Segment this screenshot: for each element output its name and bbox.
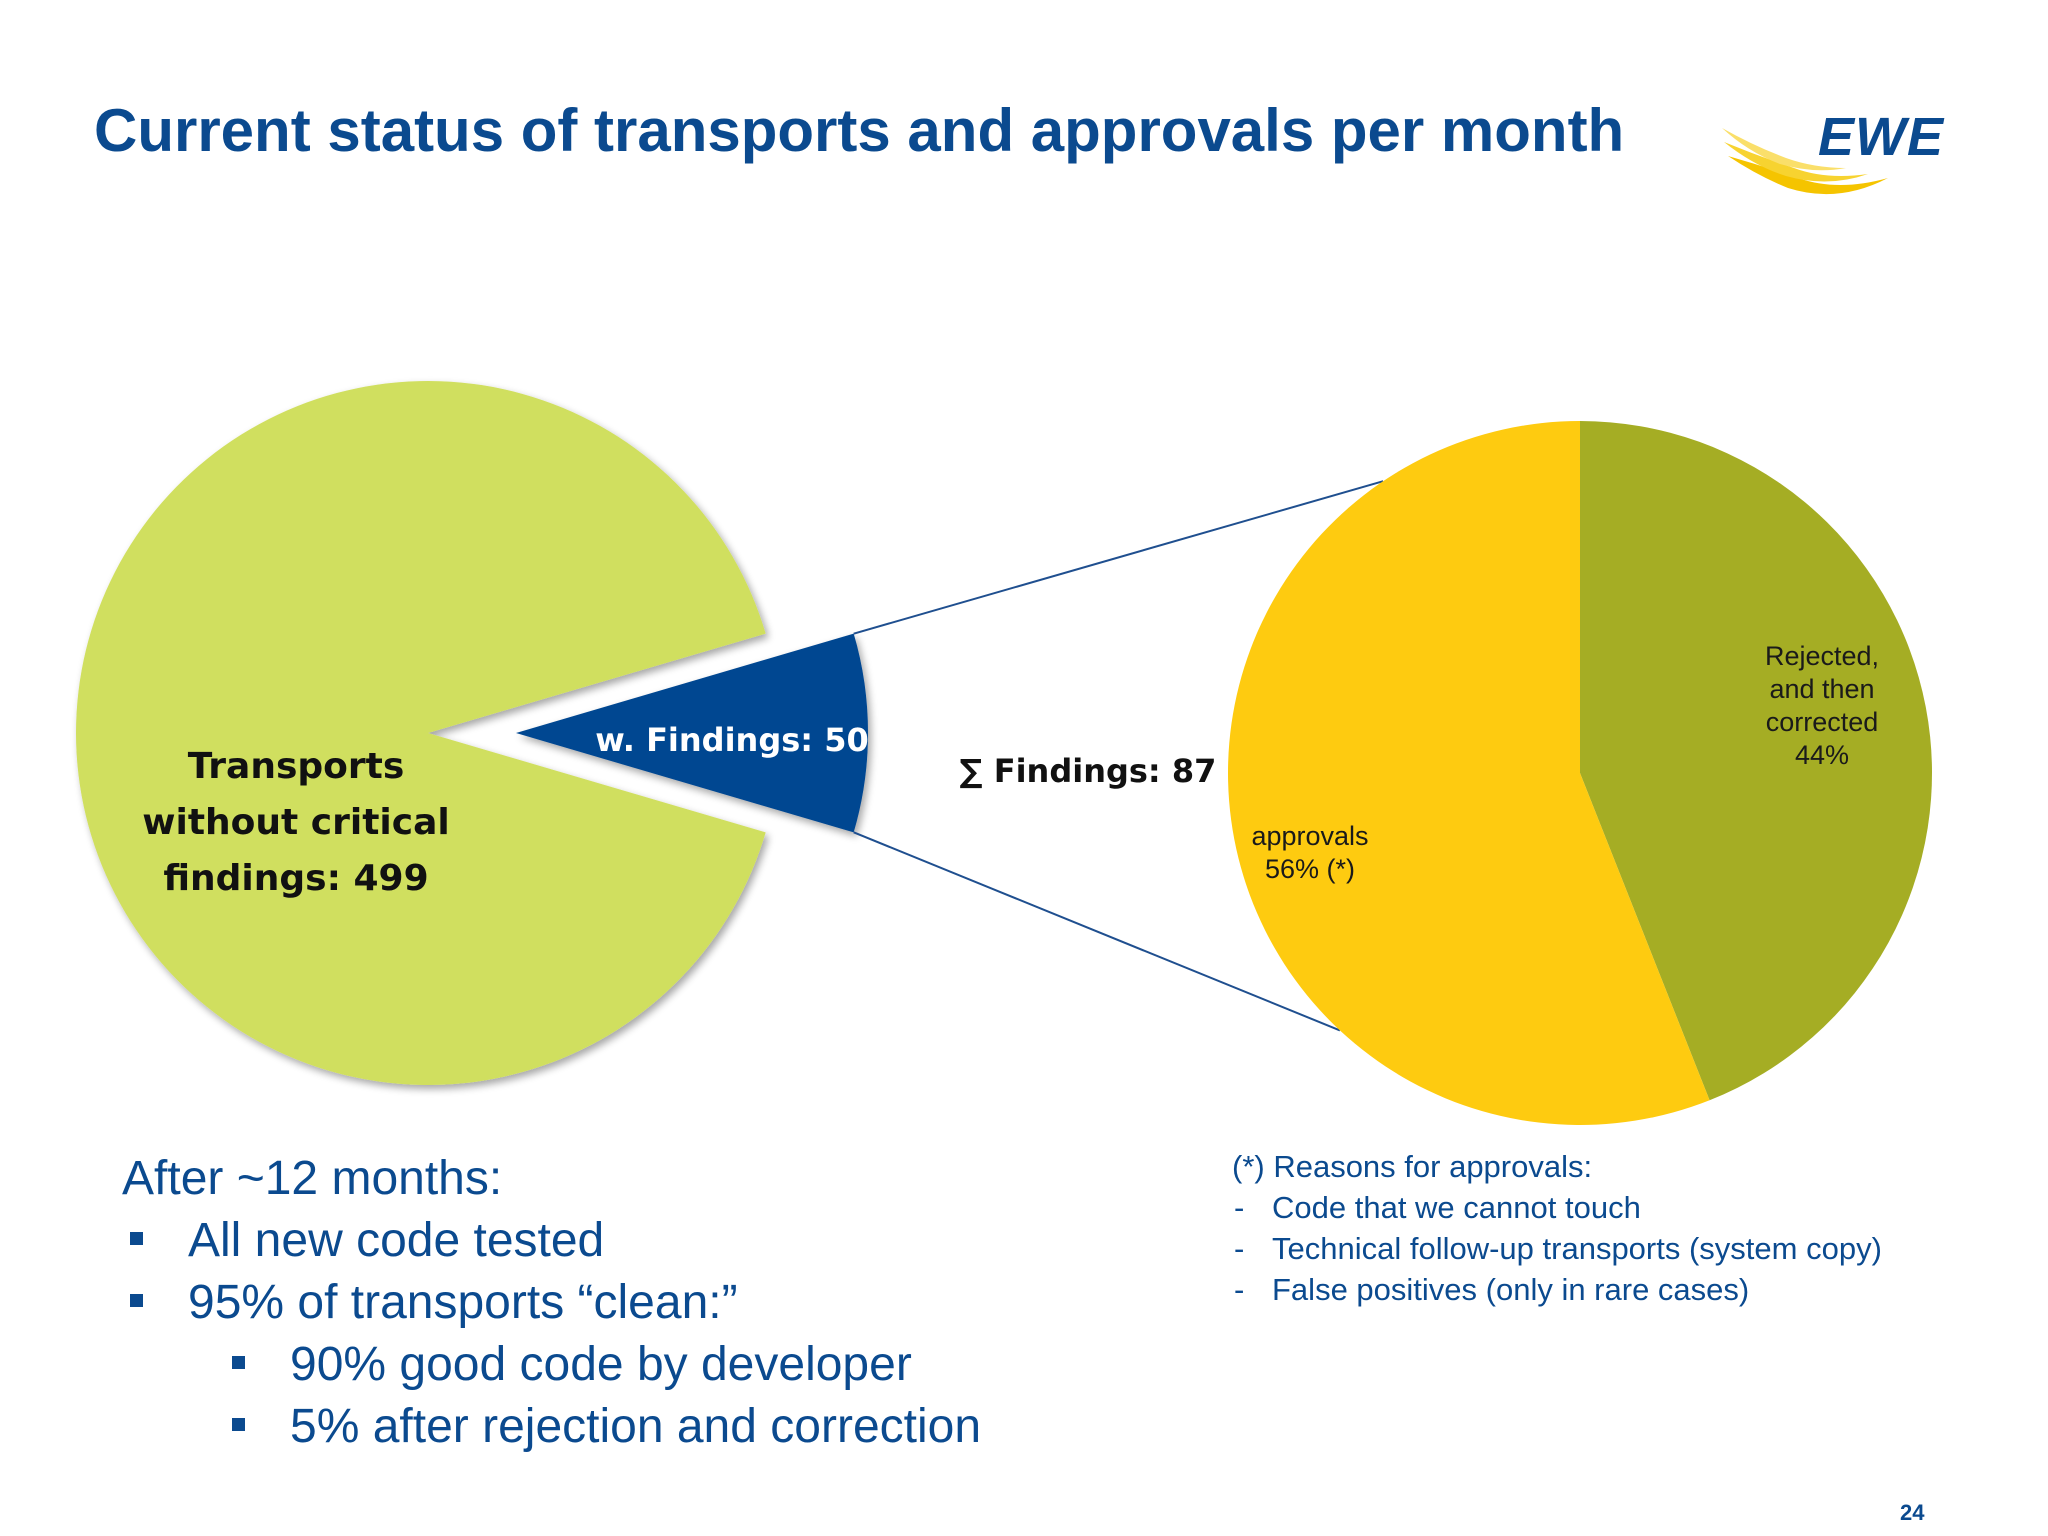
pie-label-with-findings: w. Findings: 50	[595, 721, 869, 759]
notes-item: Technical follow-up transports (system c…	[1232, 1228, 1882, 1269]
connector-line-top	[853, 480, 1384, 635]
summary-heading: After ~12 months:	[122, 1152, 503, 1205]
slide-title: Current status of transports and approva…	[94, 97, 1625, 164]
swoosh-icon	[1722, 128, 1888, 195]
summary-sub-bullet: 5% after rejection and correction	[224, 1396, 981, 1458]
page-number: 24	[1900, 1500, 1925, 1525]
pie-slice-approvals	[1228, 421, 1710, 1125]
notes-heading: (*) Reasons for approvals:	[1232, 1149, 1593, 1184]
summary-block: After ~12 months: All new code tested 95…	[122, 1148, 981, 1458]
approval-reasons: (*) Reasons for approvals: Code that we …	[1232, 1146, 1882, 1310]
pie-label-no-findings: Transports without critical findings: 499	[142, 746, 450, 899]
ewe-logo: EWE	[1718, 96, 1950, 196]
pie-slice-with-findings	[516, 633, 869, 833]
connector-line-bottom	[853, 831, 1341, 1032]
pie-slice-rejected-corrected	[1580, 421, 1933, 1101]
findings-total-label: ∑ Findings: 87	[960, 752, 1217, 790]
notes-list: Code that we cannot touch Technical foll…	[1232, 1187, 1882, 1310]
summary-bullet: 95% of transports “clean:”	[122, 1272, 981, 1334]
logo-text: EWE	[1818, 107, 1945, 167]
pie-label-approvals: approvals 56% (*)	[1251, 821, 1368, 884]
notes-item: Code that we cannot touch	[1232, 1187, 1882, 1228]
summary-list: All new code tested 95% of transports “c…	[122, 1210, 981, 1458]
notes-item: False positives (only in rare cases)	[1232, 1269, 1882, 1310]
pie-label-rejected-corrected: Rejected, and then corrected 44%	[1765, 641, 1879, 770]
summary-sub-bullet: 90% good code by developer	[224, 1334, 981, 1396]
summary-bullet: All new code tested	[122, 1210, 981, 1272]
pie-slice-no-findings	[75, 381, 766, 1086]
